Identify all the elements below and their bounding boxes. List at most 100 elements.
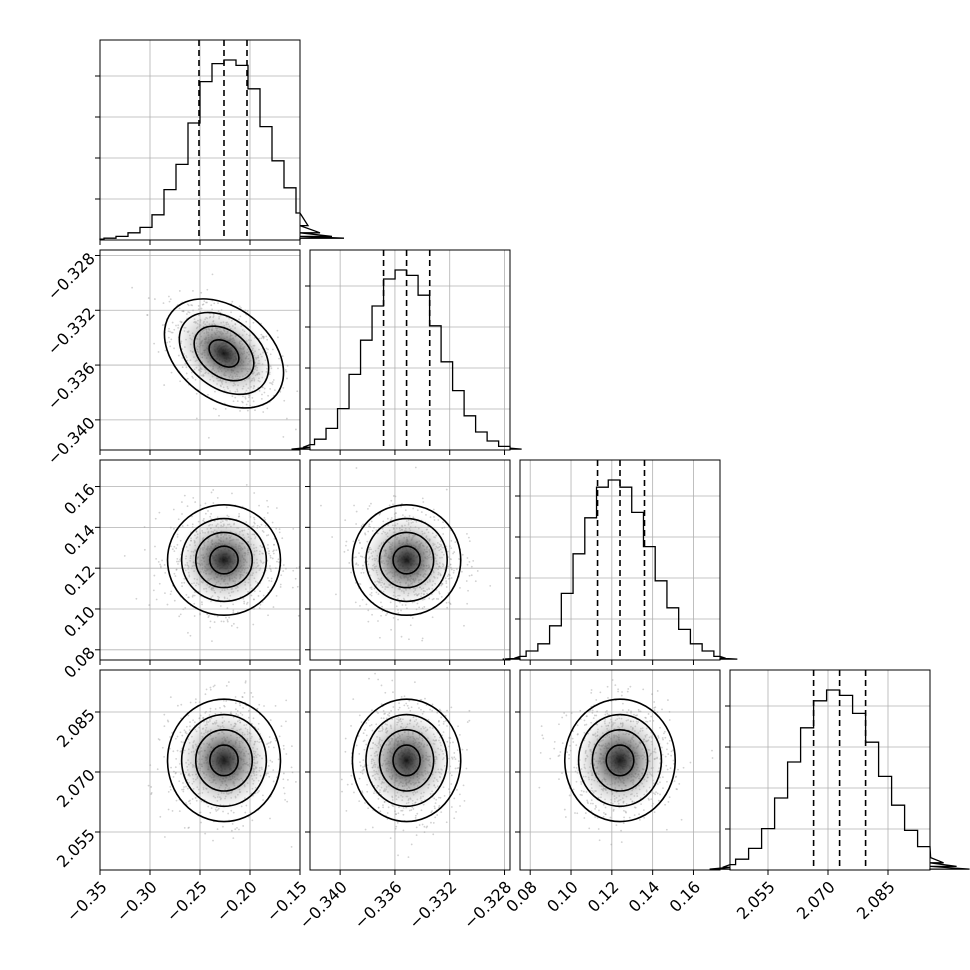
sample-point [173,770,175,773]
sample-point [258,526,261,528]
sample-point [188,826,190,829]
sample-point [355,563,357,566]
sample-point [186,505,189,508]
x-tick-label: −0.336 [350,877,405,932]
density-layer [538,679,714,846]
sample-point [369,724,371,727]
sample-point [178,810,181,813]
sample-point [282,744,285,747]
histogram-panel-4: 2.055 2.070 2.085 [709,669,970,923]
sample-point [449,603,452,605]
sample-point [394,827,397,830]
sample-point [360,572,363,574]
sample-point [242,706,245,709]
sample-point [672,749,674,752]
sample-point [170,545,172,548]
sample-point [433,519,436,521]
sample-point [598,839,601,842]
sample-point [420,809,423,812]
panel-frame [99,669,301,871]
sample-point [192,496,195,499]
sample-point [163,564,166,566]
sample-point [207,436,210,439]
sample-point [368,523,371,526]
sample-point [212,407,215,410]
sample-point [175,547,178,550]
sample-point [404,509,407,512]
sample-point [167,808,170,811]
sample-point [187,827,190,829]
panel-frame [99,459,301,661]
sample-point [281,355,284,358]
sample-point [408,699,411,702]
sample-point [250,692,253,694]
sample-point [384,712,386,715]
sample-point [282,778,285,781]
contour-line [166,503,282,617]
sample-point [266,499,268,502]
sample-point [377,806,380,809]
sample-point [358,753,361,755]
sample-point [359,771,362,774]
sample-point [131,286,134,289]
sample-point [213,302,216,305]
panel-frame [309,459,511,661]
sample-point [353,791,355,794]
sample-point [465,767,468,770]
sample-point [153,342,156,345]
sample-point [176,735,179,738]
sample-point [439,709,442,712]
sample-point [364,729,366,731]
sample-point [176,543,179,546]
sample-point [213,684,216,687]
sample-point [177,518,180,521]
sample-point [421,823,424,826]
sample-point [423,831,426,834]
sample-point [171,331,174,334]
sample-point [348,562,351,564]
sample-point [174,772,177,775]
sample-point [254,409,256,412]
sample-point [291,586,294,589]
sample-point [353,504,355,507]
sample-point [224,408,227,410]
sample-point [296,390,299,393]
sample-point [211,273,214,276]
sample-point [278,561,281,564]
sample-point [579,709,582,712]
sample-point [594,816,597,818]
sample-point [273,549,275,552]
sample-point [252,400,255,403]
sample-point [476,570,479,572]
sample-point [665,828,668,831]
sample-point [243,602,246,605]
sample-point [380,684,383,687]
sample-point [274,739,277,742]
x-tick-label: 0.08 [502,877,541,916]
sample-point [168,747,171,750]
sample-point [368,525,370,528]
sample-point [383,713,386,715]
sample-point [179,613,182,616]
sample-point [420,511,423,513]
sample-point [182,790,185,793]
contour-line [180,517,268,603]
sample-point [169,788,172,791]
sample-point [210,304,213,307]
sample-point [161,746,164,749]
sample-point [167,336,170,339]
density-shading [360,513,453,607]
sample-point [395,825,398,828]
sample-point [375,710,378,713]
sample-point [430,811,433,814]
sample-point [261,529,264,532]
sample-point [199,504,202,507]
sample-point [275,507,278,509]
sample-point [251,819,254,822]
sample-point [359,542,361,545]
sample-point [207,616,210,619]
sample-point [449,737,452,740]
sample-point [450,577,453,579]
sample-point [405,702,408,705]
